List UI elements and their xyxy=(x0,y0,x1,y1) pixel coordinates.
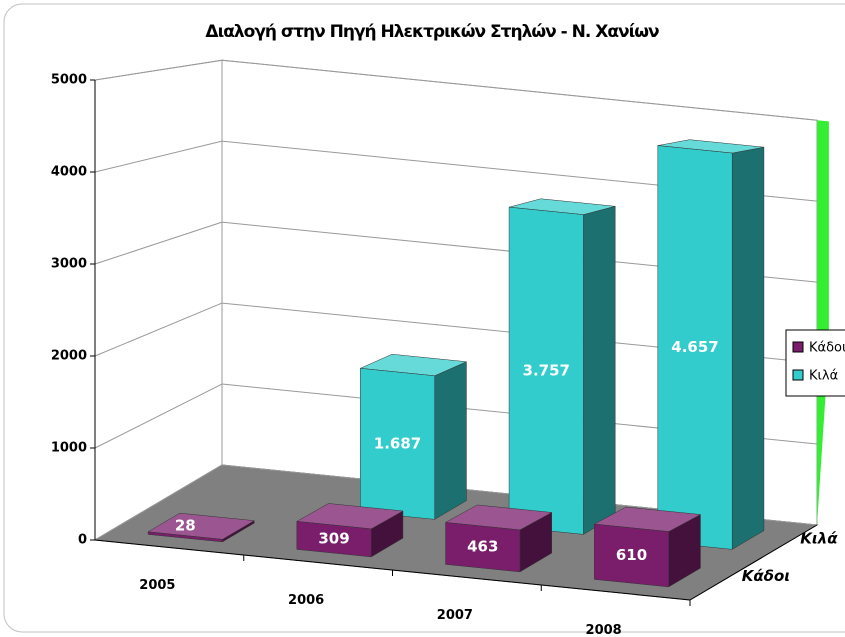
legend-label: Κιλά xyxy=(809,369,838,384)
x-tick-label: 2005 xyxy=(139,578,175,593)
data-label: 309 xyxy=(318,530,349,548)
chart-title: Διαλογή στην Πηγή Ηλεκτρικών Στηλών - Ν.… xyxy=(205,22,659,42)
grid-line xyxy=(94,221,223,265)
bar-side xyxy=(731,146,765,550)
bar-front xyxy=(360,368,435,520)
data-label: 28 xyxy=(175,517,196,535)
bar xyxy=(508,198,616,535)
legend-label: Κάδοι xyxy=(809,341,845,356)
grid-line xyxy=(94,464,223,541)
x-tick-label: 2007 xyxy=(437,608,473,623)
depth-axis xyxy=(689,524,818,601)
bar-front xyxy=(296,521,372,558)
grid-line xyxy=(94,59,223,81)
legend-swatch xyxy=(792,369,804,381)
x-tick-label: 2008 xyxy=(586,623,622,637)
left-wall xyxy=(94,59,223,541)
bar xyxy=(593,506,702,588)
y-tick-label: 0 xyxy=(78,533,87,548)
y-tick-label: 3000 xyxy=(51,257,87,272)
bar-front xyxy=(147,531,223,543)
bar xyxy=(147,512,255,543)
x-tick-label: 2006 xyxy=(288,593,324,608)
bar xyxy=(296,503,404,558)
y-tick-label: 5000 xyxy=(51,73,87,88)
y-tick-label: 4000 xyxy=(51,165,87,180)
bar xyxy=(359,353,468,520)
back-wall-edge xyxy=(817,120,829,525)
data-label: 1.687 xyxy=(374,434,421,452)
grid-line xyxy=(94,302,223,357)
depth-label: Κιλά xyxy=(800,529,838,547)
data-label: 4.657 xyxy=(671,338,718,356)
bar-side xyxy=(583,205,616,535)
bar-side xyxy=(434,361,467,520)
bar-front xyxy=(657,145,733,550)
bar-front xyxy=(445,522,521,573)
grid-line xyxy=(221,59,818,121)
legend-swatch xyxy=(792,341,804,353)
data-label: 3.757 xyxy=(523,361,570,379)
y-tick-label: 2000 xyxy=(51,349,87,364)
bar xyxy=(657,139,765,550)
bar xyxy=(444,504,553,573)
bar-front xyxy=(508,206,584,535)
legend-box xyxy=(785,329,845,397)
grid-line xyxy=(94,140,223,173)
depth-label: Κάδοι xyxy=(742,567,790,585)
data-label: 463 xyxy=(467,538,498,556)
y-tick-label: 1000 xyxy=(51,441,87,456)
grid-line xyxy=(94,383,223,449)
data-label: 610 xyxy=(616,546,647,564)
bar-front xyxy=(594,523,669,588)
